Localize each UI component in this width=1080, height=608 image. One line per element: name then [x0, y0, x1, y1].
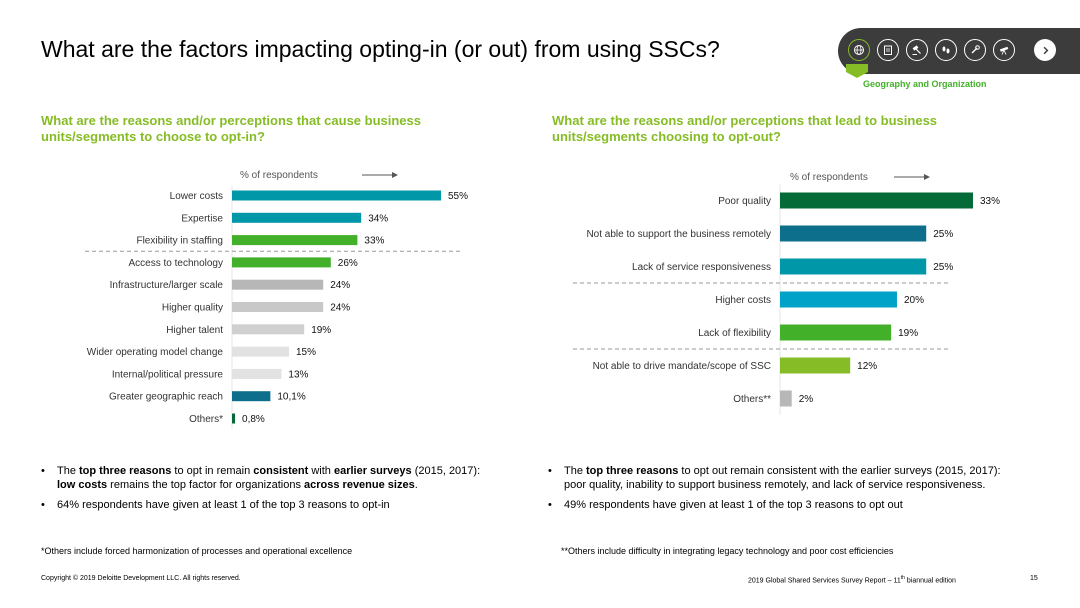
bar: [232, 413, 236, 424]
bullet-item: 49% respondents have given at least 1 of…: [548, 499, 1018, 513]
category-label: Higher talent: [166, 325, 223, 336]
value-label: 24%: [330, 280, 350, 291]
bar: [780, 192, 973, 209]
value-label: 0,8%: [242, 414, 265, 425]
category-label: Poor quality: [718, 196, 771, 207]
chevron-right-icon[interactable]: [1034, 39, 1056, 61]
category-label: Higher quality: [162, 303, 223, 314]
bar: [780, 324, 892, 341]
category-label: Wider operating model change: [87, 347, 224, 358]
category-label: Internal/political pressure: [112, 369, 224, 380]
bar: [232, 235, 358, 246]
value-label: 20%: [904, 295, 924, 306]
opt-out-bullets: The top three reasons to opt out remain …: [548, 465, 1018, 520]
value-label: 26%: [338, 258, 358, 269]
value-label: 34%: [368, 213, 388, 224]
section-label: Geography and Organization: [863, 79, 987, 89]
opt-out-bar-chart: % of respondents Poor quality 33% Not able …: [573, 172, 1000, 415]
category-label: Others**: [733, 394, 771, 405]
bar: [780, 225, 927, 242]
axis-title: % of respondents: [240, 170, 318, 181]
bar: [780, 357, 851, 374]
bar: [232, 368, 282, 379]
category-label: Access to technology: [129, 258, 224, 269]
category-label: Higher costs: [715, 295, 771, 306]
value-label: 2%: [799, 394, 814, 405]
page-number: 15: [1030, 575, 1038, 582]
value-label: 25%: [933, 262, 953, 273]
gavel-icon[interactable]: [906, 39, 928, 61]
bar: [232, 324, 305, 335]
opt-out-footnote: **Others include difficulty in integrati…: [561, 546, 894, 556]
bar: [780, 291, 897, 308]
bar: [232, 279, 324, 290]
category-label: Others*: [189, 414, 223, 425]
section-nav: [838, 28, 1080, 74]
category-label: Lack of flexibility: [698, 328, 771, 339]
category-label: Flexibility in staffing: [136, 236, 223, 247]
value-label: 19%: [311, 325, 331, 336]
wrench-icon[interactable]: [964, 39, 986, 61]
clipboard-icon[interactable]: [877, 39, 899, 61]
opt-in-bullets: The top three reasons to opt in remain c…: [41, 465, 491, 520]
bar: [232, 212, 362, 223]
right-subtitle: What are the reasons and/or perceptions …: [552, 113, 938, 144]
value-label: 13%: [288, 369, 308, 380]
bullet-item: The top three reasons to opt out remain …: [548, 465, 1018, 492]
value-label: 10,1%: [277, 392, 305, 403]
bar: [232, 190, 441, 201]
bar: [232, 346, 289, 357]
footprints-icon[interactable]: [935, 39, 957, 61]
value-label: 15%: [296, 347, 316, 358]
opt-in-bar-chart: % of respondents Lower costs 55% Expertise 3…: [85, 170, 468, 429]
value-label: 25%: [933, 229, 953, 240]
globe-icon[interactable]: [848, 39, 870, 61]
left-subtitle: What are the reasons and/or perceptions …: [41, 113, 421, 144]
bar: [780, 258, 927, 275]
value-label: 12%: [857, 361, 877, 372]
bullet-item: 64% respondents have given at least 1 of…: [41, 499, 491, 513]
value-label: 24%: [330, 303, 350, 314]
category-label: Infrastructure/larger scale: [110, 280, 224, 291]
axis-arrow-head: [392, 172, 398, 178]
bar: [232, 302, 324, 312]
category-label: Not able to support the business remotel…: [586, 229, 771, 240]
bar: [232, 391, 271, 402]
telescope-icon[interactable]: [993, 39, 1015, 61]
category-label: Not able to drive mandate/scope of SSC: [593, 361, 771, 372]
category-label: Greater geographic reach: [109, 392, 223, 403]
value-label: 33%: [980, 196, 1000, 207]
value-label: 33%: [364, 236, 384, 247]
value-label: 19%: [898, 328, 918, 339]
active-section-marker: [846, 64, 868, 78]
axis-arrow-head: [924, 174, 930, 180]
bullet-item: The top three reasons to opt in remain c…: [41, 465, 491, 492]
report-name: 2019 Global Shared Services Survey Repor…: [748, 575, 956, 585]
bar: [232, 257, 331, 268]
bar: [780, 390, 792, 407]
page-title: What are the factors impacting opting-in…: [41, 36, 720, 62]
category-label: Expertise: [181, 213, 223, 224]
value-label: 55%: [448, 191, 468, 202]
opt-in-footnote: *Others include forced harmonization of …: [41, 546, 353, 556]
axis-title: % of respondents: [790, 172, 868, 183]
category-label: Lower costs: [170, 191, 223, 202]
copyright: Copyright © 2019 Deloitte Development LL…: [41, 575, 241, 582]
category-label: Lack of service responsiveness: [632, 262, 771, 273]
